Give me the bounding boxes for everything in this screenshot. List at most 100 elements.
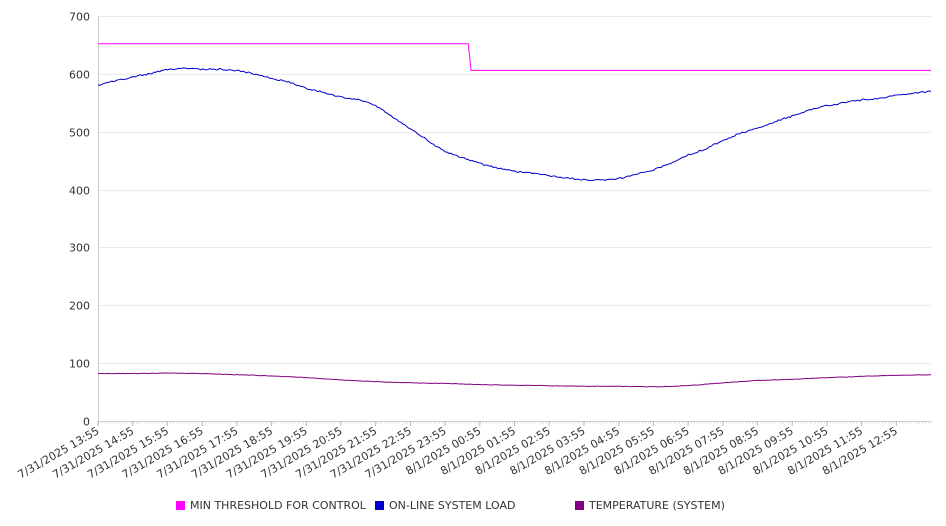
data-point <box>132 373 133 374</box>
data-point <box>288 81 289 82</box>
data-point <box>97 85 98 86</box>
data-point <box>271 375 272 376</box>
series-line-3 <box>97 372 932 388</box>
data-point <box>167 69 168 70</box>
data-point <box>670 163 671 164</box>
data-point <box>97 43 98 44</box>
axes <box>97 16 932 426</box>
data-point <box>479 163 480 164</box>
data-point <box>687 154 688 155</box>
data-point <box>583 386 584 387</box>
data-point <box>115 80 116 81</box>
legend-swatch[interactable] <box>375 501 384 510</box>
y-tick-label: 300 <box>69 242 90 255</box>
data-series <box>97 43 932 388</box>
data-point <box>323 92 324 93</box>
data-point <box>930 70 931 71</box>
data-point <box>757 380 758 381</box>
data-point <box>740 133 741 134</box>
data-point <box>896 375 897 376</box>
data-point <box>774 121 775 122</box>
y-axis-tick-labels: 0 100 200 300 400 500 600 700 <box>69 11 90 429</box>
legend-item[interactable]: MIN THRESHOLD FOR CONTROL <box>176 499 367 512</box>
data-point <box>444 383 445 384</box>
data-point <box>930 91 931 92</box>
data-point <box>149 73 150 74</box>
data-point <box>306 88 307 89</box>
data-point <box>844 102 845 103</box>
data-point <box>340 379 341 380</box>
data-point <box>497 168 498 169</box>
data-point <box>254 73 255 74</box>
data-point <box>514 170 515 171</box>
data-point <box>468 43 469 44</box>
data-point <box>410 128 411 129</box>
data-point <box>306 377 307 378</box>
data-point <box>722 382 723 383</box>
data-point <box>861 376 862 377</box>
data-point <box>479 384 480 385</box>
data-point <box>583 179 584 180</box>
data-point <box>930 374 931 375</box>
data-point <box>549 175 550 176</box>
data-point <box>653 169 654 170</box>
legend-label[interactable]: MIN THRESHOLD FOR CONTROL <box>190 499 367 512</box>
y-tick-label: 600 <box>69 69 90 82</box>
series-line-2 <box>97 67 932 182</box>
data-point <box>531 173 532 174</box>
data-point <box>375 381 376 382</box>
data-point <box>566 177 567 178</box>
data-point <box>184 67 185 68</box>
data-point <box>792 379 793 380</box>
data-point <box>826 105 827 106</box>
data-point <box>687 385 688 386</box>
legend-swatch[interactable] <box>176 501 185 510</box>
data-point <box>410 382 411 383</box>
grid-lines <box>98 16 931 364</box>
data-point <box>861 99 862 100</box>
data-point <box>809 110 810 111</box>
legend-label[interactable]: ON-LINE SYSTEM LOAD <box>389 499 515 512</box>
data-point <box>722 140 723 141</box>
data-point <box>601 180 602 181</box>
legend-label[interactable]: TEMPERATURE (SYSTEM) <box>588 499 725 512</box>
data-point <box>896 95 897 96</box>
data-point <box>757 127 758 128</box>
y-tick-label: 500 <box>69 127 90 140</box>
legend-item[interactable]: TEMPERATURE (SYSTEM) <box>575 499 725 512</box>
legend-item[interactable]: ON-LINE SYSTEM LOAD <box>375 499 515 512</box>
data-point <box>705 148 706 149</box>
data-point <box>878 98 879 99</box>
data-point <box>635 174 636 175</box>
data-point <box>444 151 445 152</box>
data-point <box>219 69 220 70</box>
data-point <box>913 92 914 93</box>
data-point <box>271 78 272 79</box>
data-point <box>236 70 237 71</box>
data-point <box>618 386 619 387</box>
data-point <box>427 140 428 141</box>
data-point <box>471 70 472 71</box>
y-tick-label: 200 <box>69 300 90 313</box>
data-point <box>462 157 463 158</box>
data-point <box>618 178 619 179</box>
legend-swatch[interactable] <box>575 501 584 510</box>
y-tick-label: 100 <box>69 358 90 371</box>
data-point <box>132 76 133 77</box>
x-axis-tick-labels: 7/31/2025 13:557/31/2025 14:557/31/2025 … <box>16 424 900 481</box>
y-tick-label: 0 <box>83 416 90 429</box>
data-point <box>549 385 550 386</box>
data-point <box>236 374 237 375</box>
y-tick-label: 700 <box>69 11 90 24</box>
data-point <box>167 372 168 373</box>
data-point <box>653 386 654 387</box>
data-point <box>358 99 359 100</box>
data-point <box>375 105 376 106</box>
data-point <box>392 117 393 118</box>
data-point <box>340 96 341 97</box>
series-line-1 <box>98 43 931 71</box>
data-point <box>826 377 827 378</box>
legend[interactable]: MIN THRESHOLD FOR CONTROL ON-LINE SYSTEM … <box>176 499 725 512</box>
data-point <box>202 69 203 70</box>
